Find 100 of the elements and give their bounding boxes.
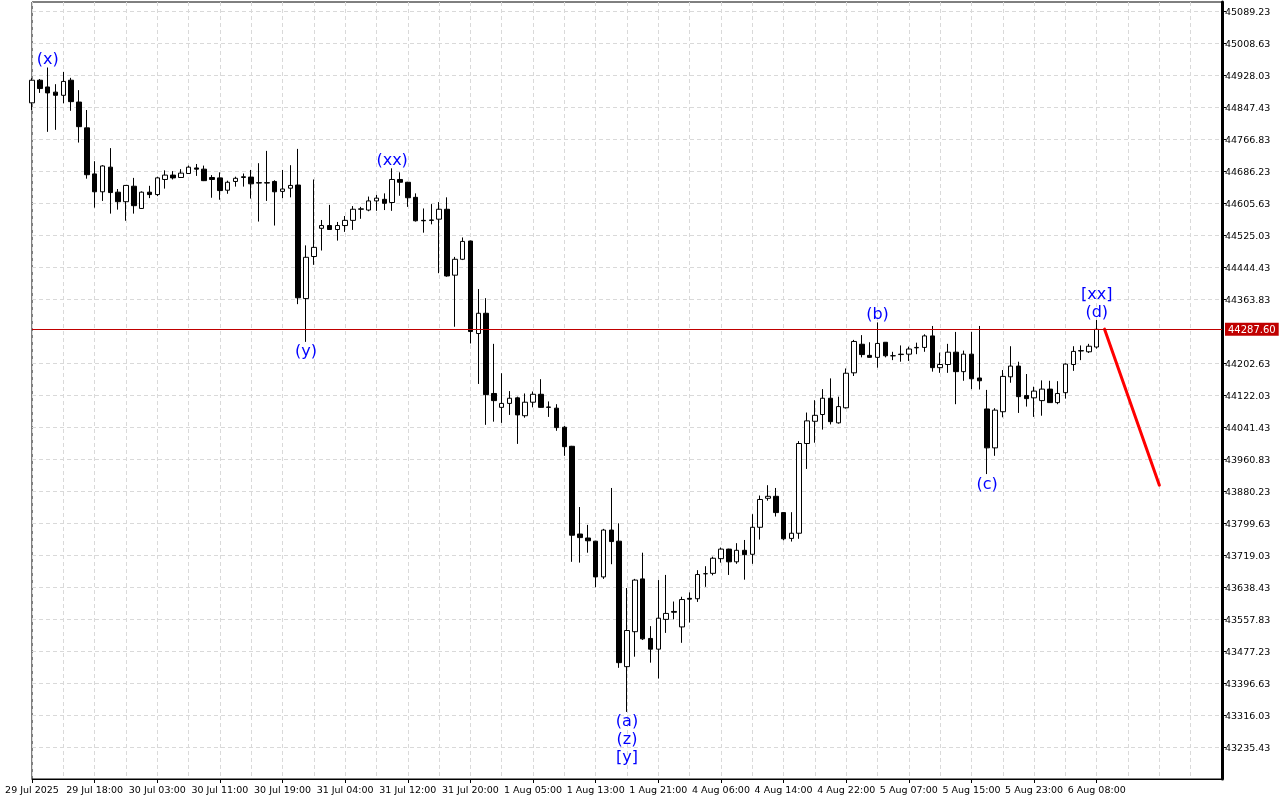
candlestick <box>585 524 591 554</box>
candlestick <box>773 487 779 518</box>
candlestick <box>812 399 818 444</box>
candlestick <box>695 569 700 603</box>
candlestick <box>327 204 332 231</box>
y-tick-label: 44041.43 <box>1225 421 1271 433</box>
candlestick <box>851 339 857 377</box>
candlestick <box>358 206 364 220</box>
candlestick <box>757 495 763 541</box>
candlestick <box>789 511 794 543</box>
candlestick <box>937 352 943 374</box>
candlestick <box>1055 380 1060 405</box>
annotation: (xx) <box>376 149 408 169</box>
x-tick-label: 1 Aug 05:00 <box>504 783 563 795</box>
candlestick <box>554 403 559 432</box>
candlestick <box>389 167 395 212</box>
candlestick <box>100 164 105 202</box>
candlestick <box>906 346 912 362</box>
y-tick-label: 44847.43 <box>1225 101 1271 113</box>
candlestick <box>108 147 113 215</box>
y-tick-label: 43880.23 <box>1225 485 1271 497</box>
candlestick <box>452 256 458 328</box>
candlestick <box>303 244 309 343</box>
y-tick-label: 44202.63 <box>1225 357 1271 369</box>
candlestick <box>562 425 567 457</box>
candlestick <box>319 219 324 252</box>
x-tick-label: 31 Jul 04:00 <box>316 783 374 795</box>
candlestick <box>875 321 880 369</box>
x-tick-label: 6 Aug 08:00 <box>1067 783 1126 795</box>
candlestick <box>577 506 583 564</box>
candlestick <box>483 297 489 426</box>
candlestick <box>765 484 771 502</box>
x-tick-label: 4 Aug 06:00 <box>691 783 750 795</box>
candlestick <box>444 196 450 278</box>
candlestick <box>194 163 199 177</box>
candlestick <box>335 221 340 242</box>
ref-line-label: 44287.60 <box>1228 323 1276 335</box>
y-tick-label: 43799.63 <box>1225 517 1271 529</box>
candlestick <box>843 367 849 410</box>
candlestick <box>1000 369 1006 418</box>
candlestick <box>342 215 348 233</box>
candlestick <box>397 171 403 197</box>
candlestick <box>162 169 168 190</box>
candlestick <box>609 487 614 565</box>
candlestick <box>969 331 974 390</box>
candlestick <box>233 176 238 188</box>
y-tick-label: 44766.83 <box>1225 133 1271 145</box>
candlestick <box>1086 343 1092 354</box>
y-tick-label: 44686.23 <box>1225 165 1271 177</box>
candlestick <box>898 344 904 363</box>
candlestick <box>781 511 786 541</box>
candlestick <box>984 389 990 475</box>
candlestick <box>710 556 716 576</box>
annotation: (d) <box>1085 301 1109 321</box>
candlestick <box>288 164 293 198</box>
candlestick <box>671 601 677 620</box>
candlestick <box>1063 362 1068 400</box>
candlestick <box>209 174 215 199</box>
y-tick-label: 43557.83 <box>1225 613 1271 625</box>
candlestick <box>914 342 919 355</box>
candlestick <box>241 173 246 188</box>
candlestick <box>374 194 379 212</box>
candlestick <box>476 288 481 385</box>
x-tick-label: 1 Aug 13:00 <box>566 783 625 795</box>
candlestick <box>663 574 669 634</box>
candlestick <box>272 179 277 227</box>
candlestick <box>796 440 802 540</box>
candlestick <box>76 89 82 144</box>
y-tick-label: 44928.03 <box>1225 69 1271 81</box>
x-tick-label: 29 Jul 18:00 <box>66 783 124 795</box>
candlestick <box>507 390 512 416</box>
candlestick <box>186 165 191 175</box>
candlestick <box>703 565 708 588</box>
y-tick-label: 43316.03 <box>1225 709 1271 721</box>
x-tick-label: 29 Jul 2025 <box>5 783 59 795</box>
candlestick <box>1039 379 1045 417</box>
annotation: (y) <box>295 341 317 361</box>
candlestick <box>656 579 661 680</box>
candlestick <box>45 67 50 133</box>
y-tick-label: 45089.23 <box>1225 5 1271 17</box>
candlestick <box>139 190 144 210</box>
candlestick <box>499 372 504 424</box>
candlestick <box>804 412 810 470</box>
candlestick <box>248 169 254 200</box>
candlestick <box>522 392 528 419</box>
candlestick <box>945 343 951 374</box>
annotation: (b) <box>866 303 889 323</box>
candlestick <box>953 331 959 405</box>
candlestick <box>593 540 598 588</box>
annotation: (a) <box>615 711 639 731</box>
candlestick <box>1078 344 1084 361</box>
candlestick <box>92 160 97 209</box>
y-tick-label: 43235.43 <box>1225 741 1271 753</box>
candlestick <box>742 539 747 581</box>
candlestick <box>311 178 317 266</box>
y-tick-label: 43638.43 <box>1225 581 1271 593</box>
y-tick-label: 43719.03 <box>1225 549 1271 561</box>
x-tick-label: 31 Jul 20:00 <box>441 783 499 795</box>
annotation: (z) <box>616 729 638 749</box>
candlestick <box>37 78 43 94</box>
